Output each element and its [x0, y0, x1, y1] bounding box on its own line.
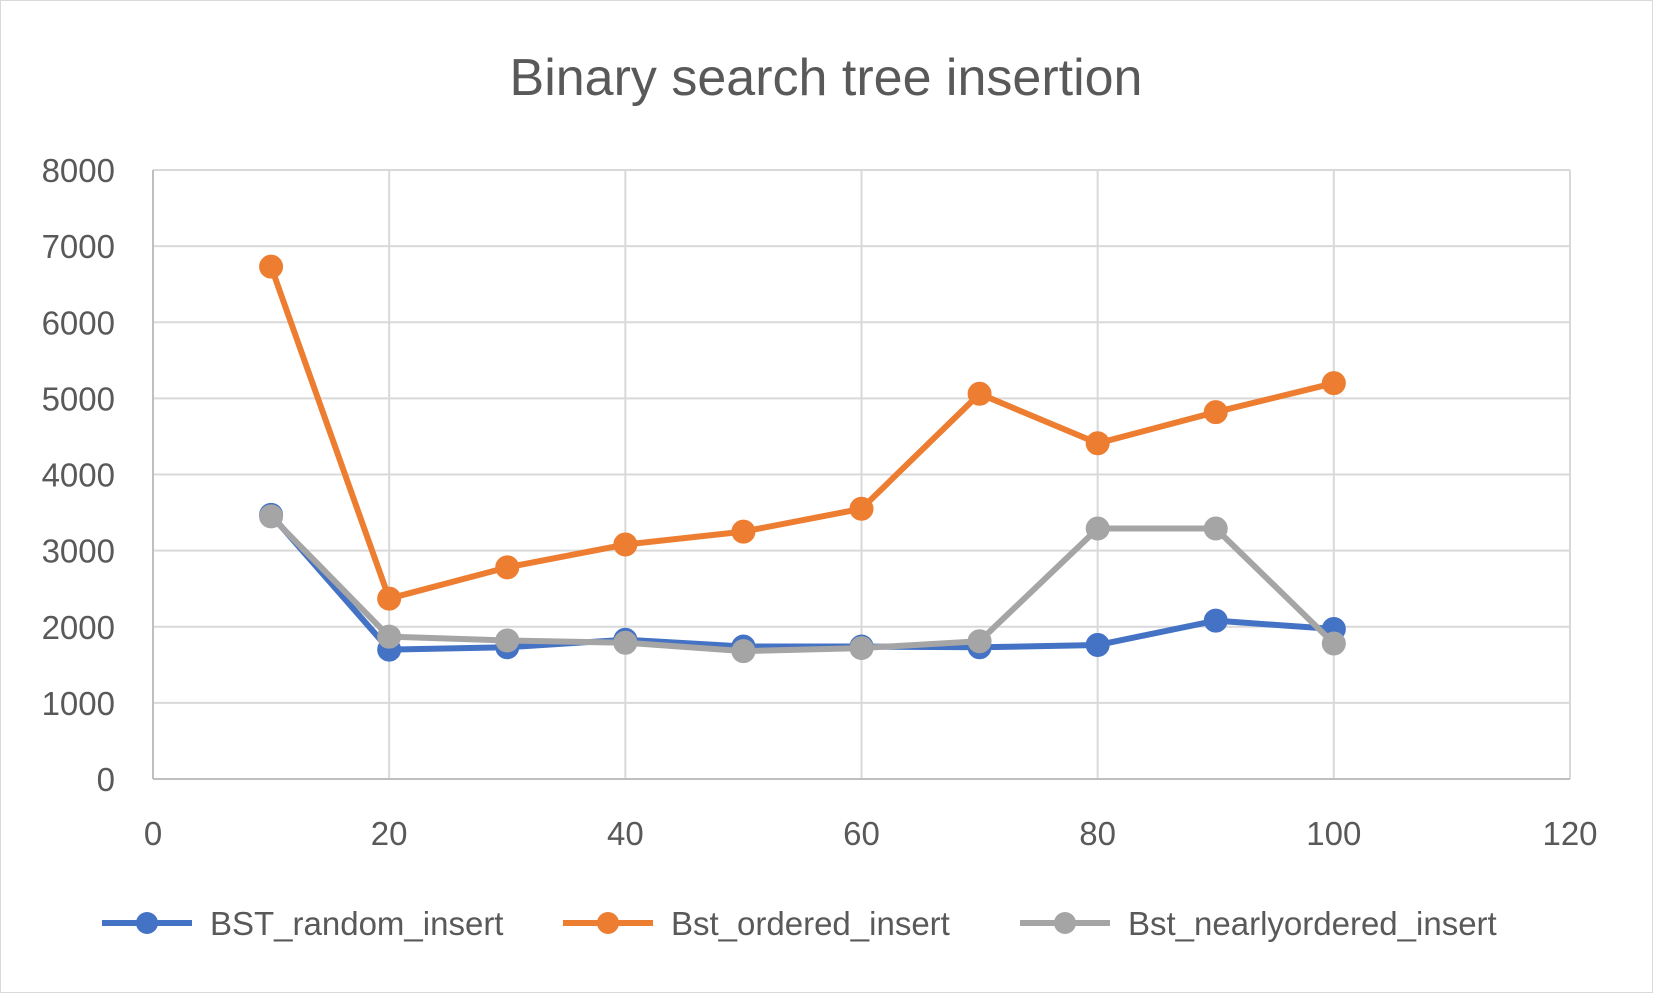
- y-tick-label: 5000: [42, 380, 115, 417]
- data-point: [1085, 633, 1110, 658]
- legend-item: Bst_nearlyordered_insert: [1020, 905, 1497, 942]
- x-tick-label: 80: [1079, 815, 1116, 852]
- data-point: [1203, 608, 1228, 633]
- data-point: [495, 555, 520, 580]
- legend-item: BST_random_insert: [102, 905, 503, 942]
- data-point: [377, 624, 402, 649]
- data-point: [1203, 516, 1228, 541]
- series-line: [268, 514, 1336, 655]
- data-point: [259, 504, 284, 529]
- axes: 0 1000 2000 3000 4000 5000 6000 7000 8000 0 20 40 60…: [42, 152, 1598, 852]
- data-point: [849, 636, 874, 661]
- series-2: [259, 254, 1346, 611]
- series-line: [268, 265, 1335, 602]
- data-point: [731, 639, 756, 664]
- data-point: [495, 628, 520, 653]
- legend-label: BST_random_insert: [210, 905, 503, 942]
- data-point: [1203, 400, 1228, 425]
- legend-marker: [1054, 912, 1076, 934]
- series-line: [268, 512, 1335, 653]
- y-tick-label: 1000: [42, 685, 115, 722]
- data-point: [1321, 371, 1346, 396]
- chart-title: Binary search tree insertion: [510, 49, 1143, 107]
- x-tick-label: 40: [607, 815, 644, 852]
- x-tick-label: 120: [1542, 815, 1597, 852]
- data-point: [1085, 516, 1110, 541]
- data-point: [613, 532, 638, 557]
- data-point: [967, 381, 992, 406]
- data-point: [613, 630, 638, 655]
- x-tick-label: 100: [1306, 815, 1361, 852]
- y-tick-label: 2000: [42, 609, 115, 646]
- legend-item: Bst_ordered_insert: [563, 905, 950, 942]
- y-tick-label: 4000: [42, 457, 115, 494]
- data-point: [377, 586, 402, 611]
- legend-label: Bst_ordered_insert: [671, 905, 950, 942]
- x-tick-label: 60: [843, 815, 880, 852]
- data-point: [967, 629, 992, 654]
- data-point: [259, 254, 284, 279]
- series-3: [259, 504, 1346, 664]
- legend-marker: [136, 912, 158, 934]
- data-point: [1085, 431, 1110, 456]
- y-tick-label: 7000: [42, 228, 115, 265]
- legend: BST_random_insert Bst_ordered_insert Bst_n…: [102, 905, 1497, 942]
- series-layer: [259, 254, 1346, 664]
- gridlines: [153, 169, 1571, 779]
- data-point: [1321, 631, 1346, 656]
- y-tick-label: 3000: [42, 533, 115, 570]
- legend-marker: [597, 912, 619, 934]
- data-point: [849, 496, 874, 521]
- y-tick-label: 0: [97, 761, 115, 798]
- x-tick-label: 20: [371, 815, 408, 852]
- y-tick-label: 8000: [42, 152, 115, 189]
- x-tick-label: 0: [144, 815, 162, 852]
- data-point: [731, 519, 756, 544]
- y-tick-label: 6000: [42, 304, 115, 341]
- legend-label: Bst_nearlyordered_insert: [1128, 905, 1497, 942]
